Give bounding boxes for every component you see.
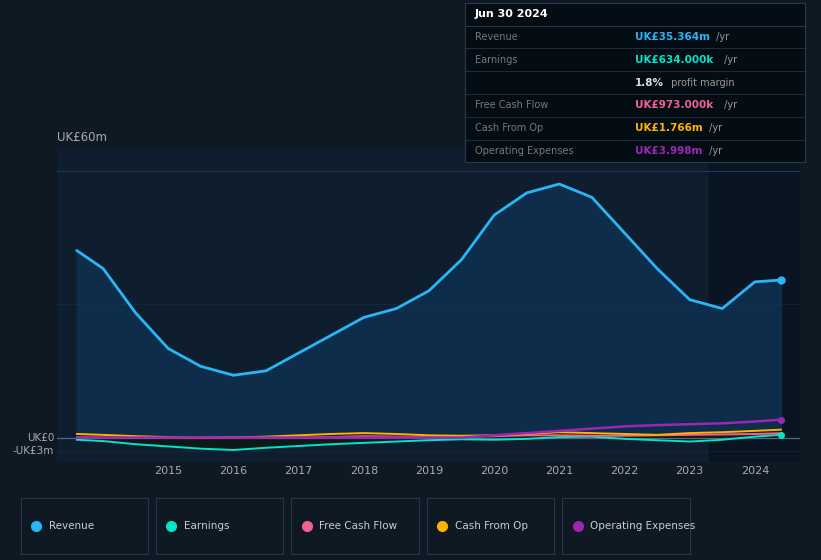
Text: /yr: /yr — [706, 123, 722, 133]
Text: 1.8%: 1.8% — [635, 78, 664, 87]
Text: Revenue: Revenue — [475, 32, 518, 42]
Text: Earnings: Earnings — [184, 521, 230, 531]
Text: -UK£3m: -UK£3m — [13, 446, 54, 456]
Text: /yr: /yr — [721, 55, 737, 65]
Text: UK£634.000k: UK£634.000k — [635, 55, 713, 65]
Bar — [709, 148, 800, 462]
Text: Cash From Op: Cash From Op — [455, 521, 528, 531]
Text: UK£1.766m: UK£1.766m — [635, 123, 703, 133]
Text: Cash From Op: Cash From Op — [475, 123, 544, 133]
Text: Operating Expenses: Operating Expenses — [475, 146, 574, 156]
Text: Free Cash Flow: Free Cash Flow — [319, 521, 397, 531]
Text: Revenue: Revenue — [48, 521, 94, 531]
Text: UK£0: UK£0 — [27, 432, 54, 442]
Text: /yr: /yr — [721, 100, 737, 110]
Text: Operating Expenses: Operating Expenses — [590, 521, 695, 531]
Text: UK£973.000k: UK£973.000k — [635, 100, 713, 110]
Text: profit margin: profit margin — [668, 78, 735, 87]
Text: Free Cash Flow: Free Cash Flow — [475, 100, 548, 110]
Text: /yr: /yr — [713, 32, 730, 42]
Text: UK£35.364m: UK£35.364m — [635, 32, 710, 42]
Text: UK£3.998m: UK£3.998m — [635, 146, 703, 156]
Text: Earnings: Earnings — [475, 55, 517, 65]
Text: UK£60m: UK£60m — [57, 132, 108, 144]
Text: /yr: /yr — [706, 146, 722, 156]
Text: Jun 30 2024: Jun 30 2024 — [475, 9, 548, 19]
